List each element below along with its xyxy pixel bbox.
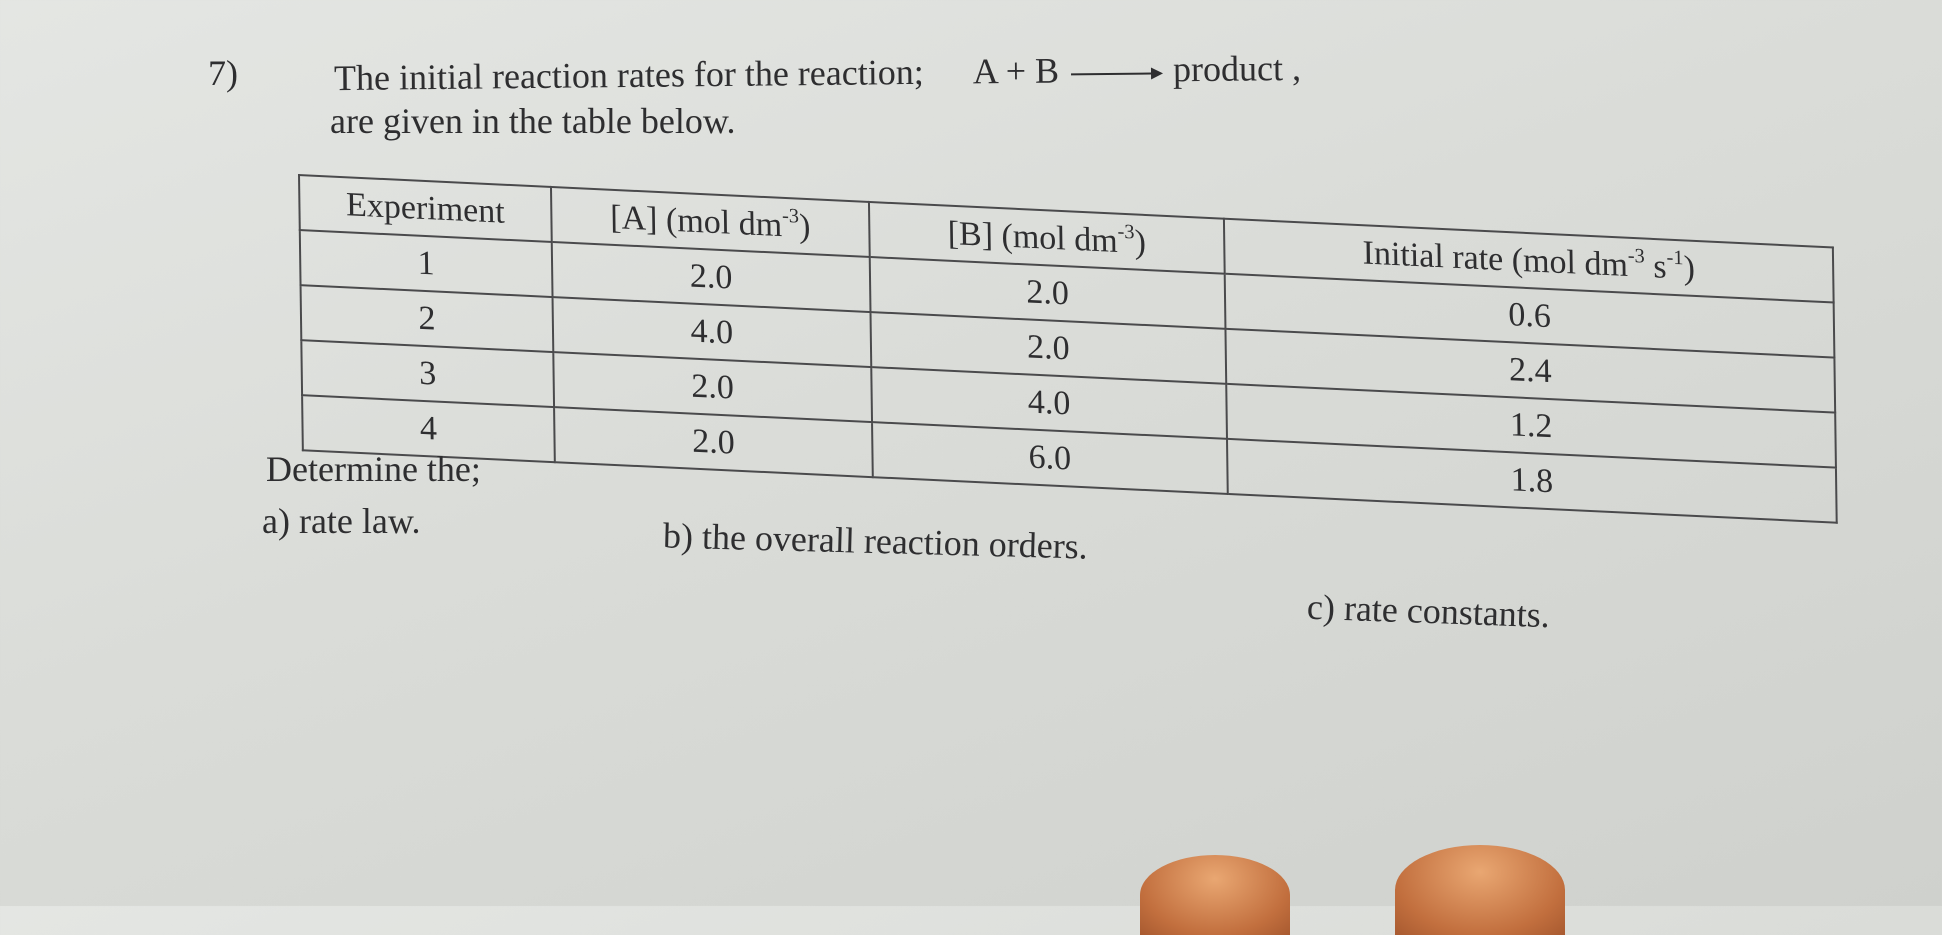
part-a: a) rate law. xyxy=(262,501,421,541)
question-number: 7) xyxy=(208,53,238,93)
fingertip-right xyxy=(1395,845,1565,935)
reaction-arrow-icon xyxy=(1071,72,1162,76)
reaction-product: product , xyxy=(1172,47,1302,90)
fingertip-left xyxy=(1140,855,1290,935)
determine-prompt: Determine the; xyxy=(266,449,481,489)
question-line-1: The initial reaction rates for the react… xyxy=(334,47,1301,99)
part-c: c) rate constants. xyxy=(1306,586,1551,636)
question-text: The initial reaction rates for the react… xyxy=(333,51,924,99)
question-line-2: are given in the table below. xyxy=(330,101,736,141)
reaction-reactants: A + B xyxy=(972,50,1060,92)
part-b: b) the overall reaction orders. xyxy=(662,515,1089,567)
reaction-rate-table: Experiment [A] (mol dm-3) [B] (mol dm-3)… xyxy=(298,174,1838,524)
